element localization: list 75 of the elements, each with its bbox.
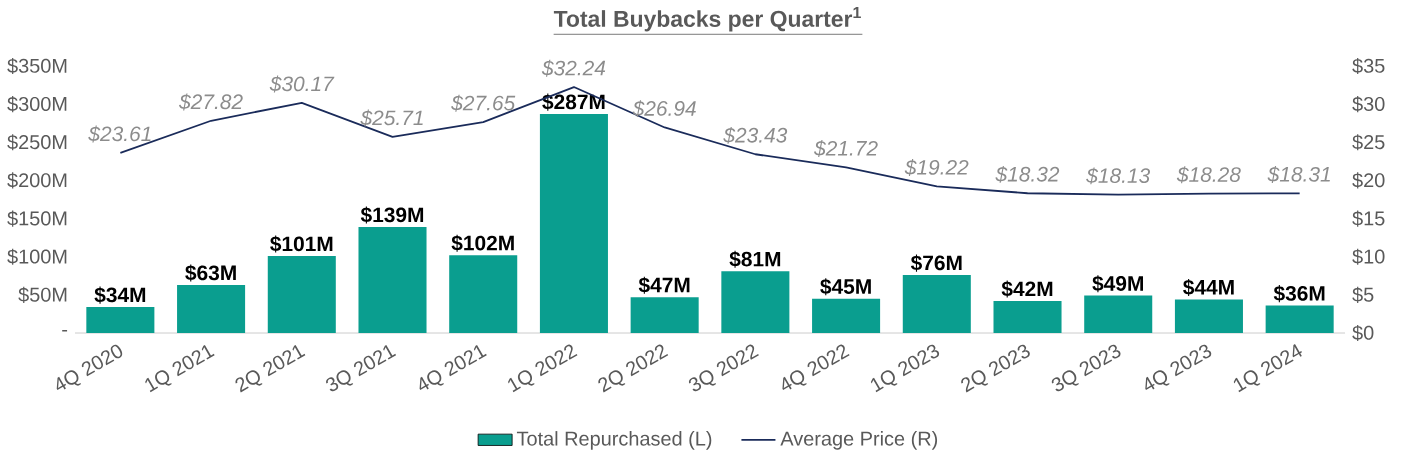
- data-label: $81M: [729, 250, 781, 268]
- bar: [539, 114, 608, 333]
- data-label: $102M: [451, 234, 514, 252]
- data-label: $139M: [360, 206, 424, 224]
- data-label: $21.72: [813, 140, 878, 157]
- y2-tick-label: $25: [1352, 134, 1385, 151]
- y2-tick-label: $20: [1352, 172, 1385, 189]
- y2-tick-label: $30: [1352, 96, 1385, 113]
- bar: [1174, 299, 1243, 333]
- data-label: $27.82: [178, 93, 243, 111]
- y-tick-label: $200M: [7, 172, 67, 189]
- x-tick-label: 4Q 2021: [419, 344, 487, 390]
- bar: [177, 284, 246, 333]
- data-label: $45M: [820, 278, 871, 296]
- data-label: $30.17: [269, 75, 335, 93]
- x-tick-label: 2Q 2023: [961, 344, 1030, 393]
- y-tick-label: $100M: [7, 248, 67, 265]
- data-label: $36M: [1273, 285, 1325, 303]
- bar: [1265, 305, 1334, 333]
- data-label: $76M: [910, 254, 962, 272]
- y2-tick-label: $10: [1352, 248, 1385, 265]
- y2-tick-label: $5: [1352, 286, 1374, 303]
- y-tick-label: $50M: [18, 286, 67, 303]
- data-label: $47M: [638, 276, 690, 294]
- x-tick-label: 3Q 2022: [688, 344, 759, 392]
- bar: [358, 226, 427, 333]
- bar: [902, 275, 971, 333]
- data-label: $19.22: [904, 159, 969, 176]
- y2-tick-label: $15: [1352, 210, 1385, 227]
- data-label: $101M: [270, 235, 333, 253]
- x-tick-label: 3Q 2021: [326, 344, 397, 392]
- data-label: $27.65: [451, 94, 516, 112]
- y-tick-label: $350M: [7, 57, 67, 75]
- bar: [86, 307, 155, 333]
- x-tick-label: 2Q 2021: [235, 344, 306, 393]
- bar: [993, 300, 1062, 333]
- data-label: $26.94: [632, 100, 696, 118]
- x-tick-label: 1Q 2022: [508, 344, 578, 393]
- data-label: $287M: [542, 93, 605, 111]
- x-tick-label: 4Q 2022: [782, 344, 850, 390]
- y-tick-label: $250M: [7, 134, 67, 151]
- data-label: $18.32: [995, 165, 1060, 183]
- bar: [630, 297, 699, 333]
- x-tick-label: 2Q 2022: [598, 344, 669, 393]
- legend-label: Average Price (R): [780, 431, 938, 450]
- y2-tick-label: $0: [1352, 324, 1374, 342]
- bar: [267, 255, 336, 333]
- data-label: $32.24: [541, 59, 606, 77]
- data-label: $34M: [94, 286, 146, 304]
- data-label: $23.61: [88, 125, 151, 143]
- data-label: $63M: [185, 264, 236, 282]
- x-tick-label: 1Q 2023: [870, 344, 940, 393]
- data-label: $44M: [1183, 278, 1234, 297]
- y-tick-label: $150M: [7, 210, 67, 227]
- x-tick-label: 4Q 2020: [56, 344, 123, 390]
- data-label: $18.31: [1267, 166, 1330, 183]
- data-label: $23.43: [723, 126, 788, 144]
- y2-tick-label: $35: [1352, 57, 1385, 75]
- data-label: $49M: [1092, 275, 1143, 293]
- data-label: $42M: [1001, 280, 1053, 298]
- y-tick-label: -: [62, 329, 68, 332]
- legend-label: Total Repurchased (L): [516, 431, 712, 450]
- y-tick-label: $300M: [7, 96, 67, 113]
- data-label: $18.13: [1086, 167, 1151, 185]
- x-tick-label: 3Q 2023: [1051, 344, 1121, 392]
- bar: [812, 298, 881, 333]
- chart-title: Total Buybacks per Quarter$^{1}$: [553, 7, 861, 32]
- x-tick-label: 4Q 2023: [1145, 344, 1212, 390]
- x-tick-label: 1Q 2024: [1233, 344, 1302, 393]
- data-label: $18.28: [1176, 166, 1241, 184]
- bar: [449, 255, 518, 333]
- bar: [1084, 295, 1153, 333]
- bar: [721, 271, 790, 333]
- x-tick-label: 1Q 2021: [145, 344, 215, 393]
- data-label: $25.71: [360, 109, 423, 127]
